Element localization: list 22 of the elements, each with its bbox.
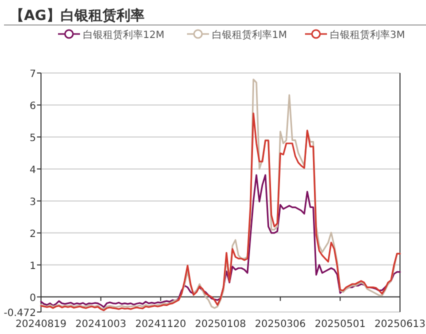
y-tick-label: 0 (30, 292, 36, 304)
legend-label: 白银租赁利率3M (330, 29, 405, 41)
y-tick-label: 3 (30, 196, 36, 208)
y-tick-label: 4 (30, 164, 36, 176)
y-tick-label: 1 (30, 260, 36, 272)
y-tick-label: 6 (30, 100, 36, 112)
line-series (40, 112, 401, 312)
chart-title: 【AG】白银租赁利率 (10, 7, 144, 24)
y-tick-label: 5 (30, 132, 36, 144)
x-tick-label: 20250306 (254, 319, 306, 330)
y-tick-label: -0.472 (4, 308, 36, 319)
x-tick-label: 20250613 (374, 319, 426, 330)
line-series (40, 174, 401, 308)
x-tick-label: 20250108 (195, 319, 246, 330)
x-tick-label: 20241120 (135, 319, 186, 330)
legend-label: 白银租赁利率12M (83, 29, 164, 41)
y-tick-label: 2 (30, 228, 36, 240)
x-tick-label: 20241003 (75, 319, 126, 330)
x-tick-label: 20240819 (16, 319, 66, 330)
y-tick-label: 7 (30, 69, 36, 80)
legend-label: 白银租赁利率1M (212, 29, 287, 41)
x-tick-label: 20250501 (314, 319, 366, 330)
